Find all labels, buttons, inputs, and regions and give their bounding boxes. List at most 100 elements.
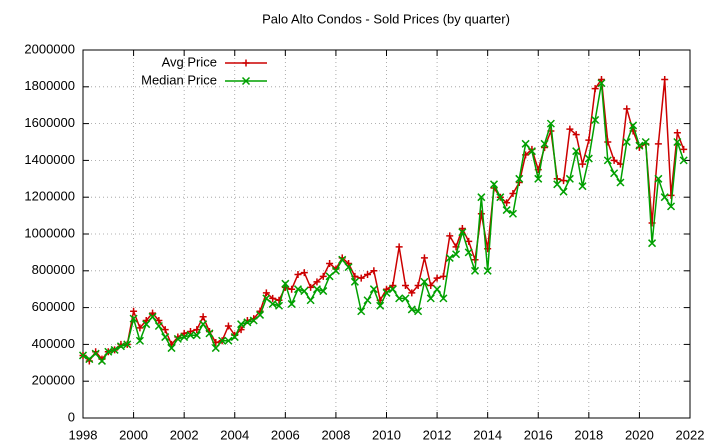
data-point	[426, 294, 435, 303]
data-point	[560, 177, 568, 185]
y-tick-label: 800000	[32, 262, 75, 277]
data-point	[445, 253, 454, 262]
y-tick-label: 600000	[32, 299, 75, 314]
data-point	[369, 285, 378, 294]
data-point	[211, 344, 220, 353]
data-point	[660, 193, 669, 202]
x-tick-label: 2008	[321, 427, 350, 442]
data-point	[591, 85, 599, 93]
data-point	[566, 125, 574, 133]
data-point	[546, 119, 555, 128]
data-point	[635, 141, 644, 150]
data-point	[230, 333, 239, 342]
data-point	[414, 282, 422, 290]
data-point	[622, 137, 631, 147]
data-point	[180, 329, 188, 337]
data-point	[306, 296, 315, 305]
data-point	[408, 289, 416, 297]
data-point	[680, 145, 688, 153]
data-point	[293, 285, 303, 294]
data-point	[610, 169, 619, 178]
data-point	[433, 274, 441, 282]
data-point	[667, 202, 676, 211]
data-point	[199, 313, 207, 321]
data-point	[578, 182, 587, 191]
data-point	[148, 312, 157, 321]
data-point	[458, 228, 467, 237]
x-tick-label: 2020	[625, 427, 654, 442]
data-point	[142, 320, 151, 329]
series-line	[82, 82, 685, 363]
data-point	[161, 326, 169, 334]
data-point	[376, 301, 385, 310]
data-point	[553, 180, 562, 189]
data-point	[427, 282, 435, 290]
data-point	[534, 174, 543, 183]
data-point	[591, 115, 600, 124]
data-point	[281, 279, 290, 288]
data-point	[579, 160, 587, 168]
data-point	[673, 137, 682, 147]
data-point	[173, 334, 182, 343]
data-point	[262, 294, 271, 303]
data-point	[110, 345, 119, 354]
data-point	[521, 139, 530, 148]
data-point	[104, 347, 113, 356]
data-point	[597, 79, 606, 88]
y-tick-label: 2000000	[24, 41, 75, 56]
data-point	[584, 154, 593, 163]
data-point	[477, 210, 485, 218]
data-point	[363, 296, 372, 305]
data-point	[370, 267, 378, 275]
data-point	[597, 75, 605, 83]
data-point	[256, 310, 265, 319]
y-tick-label: 0	[68, 409, 75, 424]
y-tick-label: 1200000	[24, 189, 75, 204]
data-point	[364, 270, 372, 278]
data-point	[249, 316, 258, 325]
data-point	[85, 355, 94, 364]
data-point	[648, 239, 657, 248]
data-point	[383, 285, 390, 293]
data-point	[294, 270, 302, 278]
data-point	[527, 147, 536, 156]
data-point	[623, 105, 631, 113]
data-point	[129, 314, 138, 323]
data-point	[540, 139, 549, 148]
data-point	[338, 255, 347, 264]
y-tick-label: 400000	[32, 336, 75, 351]
y-tick-label: 200000	[32, 373, 75, 388]
data-point	[616, 178, 625, 187]
data-point	[420, 277, 429, 286]
data-point	[401, 294, 410, 303]
data-point	[262, 289, 270, 297]
data-point	[224, 322, 232, 330]
data-point	[149, 309, 157, 317]
data-point	[357, 307, 366, 316]
data-point	[357, 274, 365, 282]
data-point	[186, 331, 195, 340]
data-point	[483, 266, 492, 275]
data-point	[319, 287, 328, 296]
x-tick-label: 2016	[524, 427, 553, 442]
data-point	[439, 294, 448, 303]
data-point	[654, 174, 663, 183]
data-point	[515, 174, 524, 183]
data-point	[300, 269, 308, 277]
data-point	[287, 299, 296, 308]
data-point	[319, 272, 327, 280]
data-point	[167, 344, 176, 353]
data-point	[641, 137, 650, 147]
y-tick-label: 1000000	[24, 225, 75, 240]
x-tick-label: 2004	[220, 427, 249, 442]
x-tick-label: 1998	[69, 427, 98, 442]
data-point	[268, 299, 277, 308]
data-point	[446, 232, 454, 240]
data-point	[489, 180, 499, 189]
x-tick-label: 2022	[676, 427, 705, 442]
legend-label: Median Price	[141, 72, 217, 87]
data-point	[414, 307, 423, 316]
x-tick-label: 2006	[271, 427, 300, 442]
data-point	[205, 329, 214, 338]
